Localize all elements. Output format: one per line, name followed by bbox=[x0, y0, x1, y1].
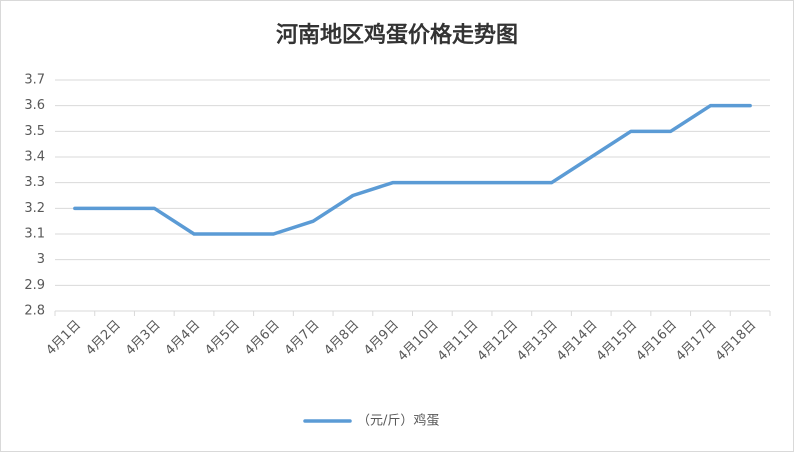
y-tick-label: 3.5 bbox=[24, 124, 45, 139]
y-tick-label: 3.7 bbox=[24, 73, 45, 88]
y-tick-label: 2.9 bbox=[24, 278, 45, 293]
y-tick-label: 3.1 bbox=[24, 227, 45, 242]
legend-label: （元/斤）鸡蛋 bbox=[357, 413, 439, 429]
y-tick-label: 3 bbox=[37, 252, 45, 267]
chart-title: 河南地区鸡蛋价格走势图 bbox=[276, 22, 518, 48]
y-tick-label: 3.4 bbox=[24, 150, 45, 165]
series-line bbox=[73, 103, 752, 236]
y-tick-label: 3.3 bbox=[24, 175, 45, 190]
y-tick-label: 3.2 bbox=[24, 201, 45, 216]
y-tick-label: 3.6 bbox=[24, 98, 45, 113]
y-tick-label: 2.8 bbox=[24, 304, 45, 319]
